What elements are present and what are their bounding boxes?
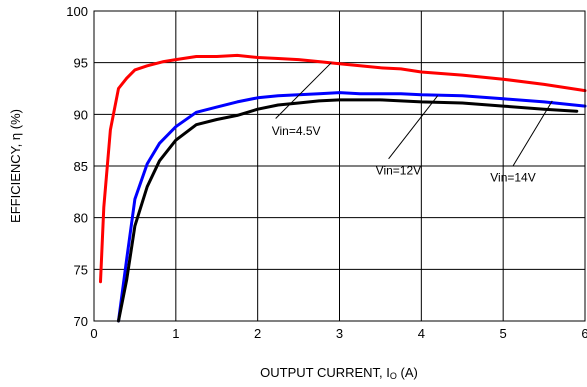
y-tick-label: 95: [74, 56, 88, 71]
series-lines: [99, 53, 587, 323]
x-tick-label: 0: [90, 326, 97, 341]
x-tick-label: 4: [418, 326, 425, 341]
x-tick-label: 2: [254, 326, 261, 341]
y-axis-title: EFFICIENCY, η (%): [8, 109, 23, 223]
annotation-label: Vin=14V: [490, 171, 536, 185]
annotation-leader: [275, 62, 332, 119]
annotation-leader: [512, 100, 553, 167]
y-tick-label: 80: [74, 211, 88, 226]
plot-frame: [93, 10, 586, 322]
x-tick-label: 3: [336, 326, 343, 341]
y-tick-label: 70: [74, 314, 88, 329]
grid: [94, 11, 585, 321]
y-tick-label: 100: [66, 4, 88, 19]
x-tick-label: 1: [172, 326, 179, 341]
tick-labels: 0 1 2 3 4 5 6 70 75 80 85 90 95 100: [66, 4, 587, 341]
series-line-1: [99, 53, 587, 284]
x-tick-label: 6: [581, 326, 587, 341]
x-tick-label: 5: [500, 326, 507, 341]
y-tick-label: 85: [74, 159, 88, 174]
annotations: Vin=4.5V Vin=12V Vin=14V: [272, 62, 553, 185]
x-axis-title: OUTPUT CURRENT, IO (A): [260, 365, 418, 381]
y-tick-label: 90: [74, 107, 88, 122]
series-line-3: [117, 98, 579, 323]
annotation-label: Vin=12V: [376, 163, 422, 177]
series-line-2: [117, 91, 587, 323]
annotation-leader: [388, 95, 439, 160]
annotation-label: Vin=4.5V: [272, 124, 321, 138]
y-tick-label: 75: [74, 262, 88, 277]
